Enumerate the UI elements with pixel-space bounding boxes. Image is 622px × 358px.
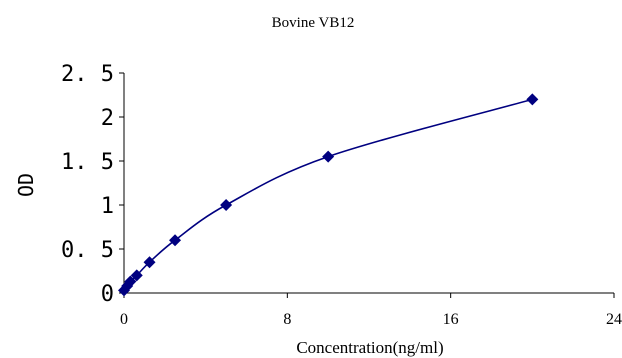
fit-curve xyxy=(123,98,533,291)
data-point xyxy=(526,93,539,106)
y-tick-label: 0. 5 xyxy=(61,238,114,263)
axes xyxy=(123,73,614,294)
chart-title: Bovine VB12 xyxy=(272,15,355,31)
x-tick-label: 24 xyxy=(606,311,622,328)
data-point xyxy=(169,234,182,247)
x-axis-label: Concentration(ng/ml) xyxy=(296,338,443,357)
x-tick-label: 8 xyxy=(283,311,291,328)
y-tick-label: 1 xyxy=(101,194,114,219)
data-point xyxy=(220,199,233,211)
y-ticks: 0 0. 5 1 1. 5 2 2. 5 xyxy=(61,62,124,307)
data-point xyxy=(143,256,156,269)
y-tick-label: 0 xyxy=(101,282,114,307)
data-points xyxy=(118,93,539,297)
y-tick-label: 2. 5 xyxy=(61,62,114,87)
data-point xyxy=(322,150,335,163)
x-tick-label: 16 xyxy=(443,311,459,328)
x-tick-label: 0 xyxy=(120,311,128,328)
y-tick-label: 2 xyxy=(101,106,114,131)
y-tick-label: 1. 5 xyxy=(61,150,114,175)
data-point xyxy=(124,275,137,288)
x-ticks: 0 8 16 24 xyxy=(120,293,622,328)
data-point xyxy=(130,269,143,282)
y-axis-label: OD xyxy=(14,173,38,197)
